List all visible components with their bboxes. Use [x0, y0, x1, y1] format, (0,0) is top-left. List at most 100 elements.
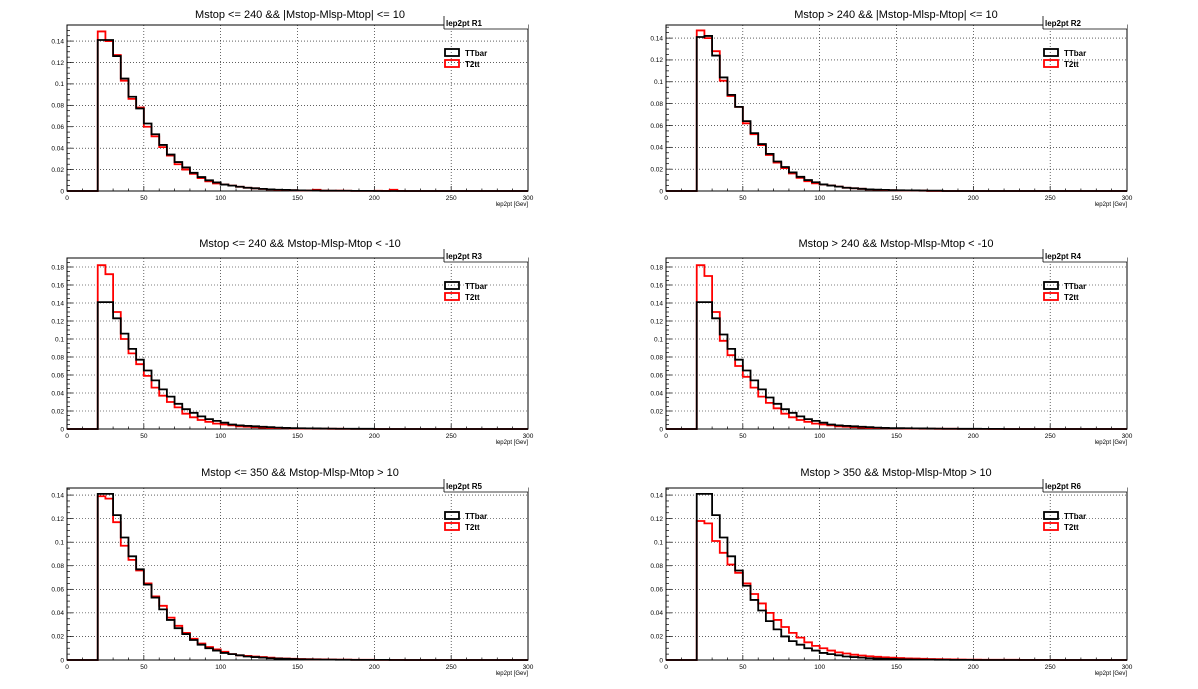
x-axis-label: lep2pt [Gev] — [1095, 202, 1128, 208]
y-tick-label: 0.08 — [51, 563, 64, 570]
y-tick-label: 0.06 — [51, 587, 64, 594]
chart-title: Mstop > 240 && |Mstop-Mlsp-Mtop| <= 10 — [794, 9, 998, 21]
x-tick-label: 150 — [292, 195, 303, 202]
legend-label-t2tt: T2tt — [1064, 60, 1079, 69]
x-tick-label: 50 — [739, 433, 747, 440]
x-axis-label: lep2pt [Gev] — [1095, 440, 1128, 446]
y-tick-label: 0.12 — [51, 318, 64, 325]
x-tick-label: 100 — [814, 664, 825, 671]
y-tick-label: 0.08 — [650, 563, 663, 570]
stat-box — [444, 16, 528, 29]
x-tick-label: 300 — [523, 664, 534, 671]
x-tick-label: 250 — [446, 664, 457, 671]
x-tick-label: 150 — [292, 664, 303, 671]
y-tick-label: 0.04 — [650, 390, 663, 397]
legend-label-t2tt: T2tt — [1064, 293, 1079, 302]
y-tick-label: 0.14 — [51, 300, 64, 307]
y-tick-label: 0.04 — [650, 610, 663, 617]
y-tick-label: 0.12 — [51, 60, 64, 67]
chart-title: Mstop > 350 && Mstop-Mlsp-Mtop > 10 — [800, 467, 991, 479]
histogram-panel-4: 0 50 100 150 200 250 300 0 0.02 0.04 0.06 0.08 0.1 0.… — [650, 238, 1132, 446]
legend-label-ttbar: TTbar — [465, 282, 487, 291]
y-tick-label: 0.02 — [51, 167, 64, 174]
x-tick-label: 200 — [369, 433, 380, 440]
legend-label-t2tt: T2tt — [465, 60, 480, 69]
y-tick-label: 0.1 — [55, 81, 64, 88]
x-tick-label: 50 — [140, 433, 148, 440]
histogram-panel-2: 0 50 100 150 200 250 300 0 0.02 0.04 0.06 0.08 0.1 0.… — [650, 9, 1132, 208]
y-tick-label: 0.12 — [650, 516, 663, 523]
x-tick-label: 0 — [65, 664, 69, 671]
histogram-panel-5: 0 50 100 150 200 250 300 0 0.02 0.04 0.06 0.08 0.1 0.… — [51, 467, 533, 677]
legend-swatch-ttbar — [1043, 48, 1059, 57]
x-tick-label: 250 — [1045, 433, 1056, 440]
y-tick-label: 0.12 — [650, 318, 663, 325]
plot-frame — [66, 257, 529, 430]
y-tick-label: 0.1 — [55, 539, 64, 546]
x-tick-label: 200 — [968, 433, 979, 440]
legend-swatch-t2tt — [444, 292, 460, 301]
y-tick-label: 0 — [659, 657, 663, 664]
y-tick-label: 0.1 — [55, 336, 64, 343]
y-tick-label: 0.18 — [650, 264, 663, 271]
legend-label-t2tt: T2tt — [1064, 523, 1079, 532]
y-tick-label: 0.04 — [650, 145, 663, 152]
y-tick-label: 0.02 — [650, 634, 663, 641]
x-tick-label: 150 — [891, 195, 902, 202]
y-tick-label: 0.06 — [650, 123, 663, 130]
chart-title: Mstop <= 240 && |Mstop-Mlsp-Mtop| <= 10 — [195, 9, 405, 21]
y-tick-label: 0.02 — [650, 408, 663, 415]
stat-box-label: lep2pt R6 — [1045, 482, 1082, 491]
y-tick-label: 0.1 — [654, 79, 663, 86]
y-tick-label: 0.02 — [650, 166, 663, 173]
series-ttbar-histogram — [666, 492, 1127, 661]
y-tick-label: 0 — [60, 657, 64, 664]
y-tick-label: 0.12 — [650, 57, 663, 64]
legend-label-ttbar: TTbar — [1064, 49, 1086, 58]
y-tick-label: 0.04 — [51, 610, 64, 617]
y-tick-label: 0.06 — [650, 587, 663, 594]
stat-box-label: lep2pt R4 — [1045, 252, 1082, 261]
legend-swatch-t2tt — [1043, 522, 1059, 531]
x-tick-label: 300 — [523, 433, 534, 440]
x-tick-label: 200 — [968, 664, 979, 671]
x-axis-label: lep2pt [Gev] — [1095, 671, 1128, 677]
y-tick-label: 0 — [659, 188, 663, 195]
legend-label-t2tt: T2tt — [465, 523, 480, 532]
y-tick-label: 0.08 — [51, 103, 64, 110]
x-tick-label: 200 — [369, 195, 380, 202]
series-ttbar-histogram — [67, 39, 528, 192]
legend-swatch-ttbar — [444, 48, 460, 57]
x-axis-label: lep2pt [Gev] — [496, 202, 529, 208]
legend-label-ttbar: TTbar — [465, 49, 487, 58]
x-tick-label: 200 — [968, 195, 979, 202]
y-tick-label: 0.06 — [51, 372, 64, 379]
series-ttbar-histogram — [666, 301, 1127, 430]
histogram-panel-1: 0 50 100 150 200 250 300 0 0.02 0.04 0.06 0.08 0.1 0.… — [51, 9, 533, 208]
series-ttbar-histogram — [666, 35, 1127, 192]
x-tick-label: 150 — [891, 433, 902, 440]
x-tick-label: 150 — [891, 664, 902, 671]
y-tick-label: 0.02 — [51, 634, 64, 641]
y-tick-label: 0.08 — [650, 354, 663, 361]
x-tick-label: 0 — [65, 195, 69, 202]
legend-swatch-ttbar — [1043, 281, 1059, 290]
chart-title: Mstop <= 240 && Mstop-Mlsp-Mtop < -10 — [199, 238, 400, 250]
legend-swatch-ttbar — [1043, 511, 1059, 520]
x-tick-label: 50 — [739, 195, 747, 202]
x-tick-label: 0 — [664, 195, 668, 202]
y-tick-label: 0.18 — [51, 264, 64, 271]
series-ttbar-histogram — [67, 301, 528, 430]
y-tick-label: 0 — [60, 188, 64, 195]
stat-box — [444, 479, 528, 492]
legend-swatch-t2tt — [444, 59, 460, 68]
y-tick-label: 0.08 — [650, 101, 663, 108]
x-tick-label: 50 — [140, 664, 148, 671]
x-tick-label: 250 — [1045, 664, 1056, 671]
x-tick-label: 50 — [140, 195, 148, 202]
x-tick-label: 150 — [292, 433, 303, 440]
y-tick-label: 0.04 — [51, 390, 64, 397]
x-axis-label: lep2pt [Gev] — [496, 440, 529, 446]
series-ttbar-histogram — [67, 492, 528, 661]
x-tick-label: 200 — [369, 664, 380, 671]
